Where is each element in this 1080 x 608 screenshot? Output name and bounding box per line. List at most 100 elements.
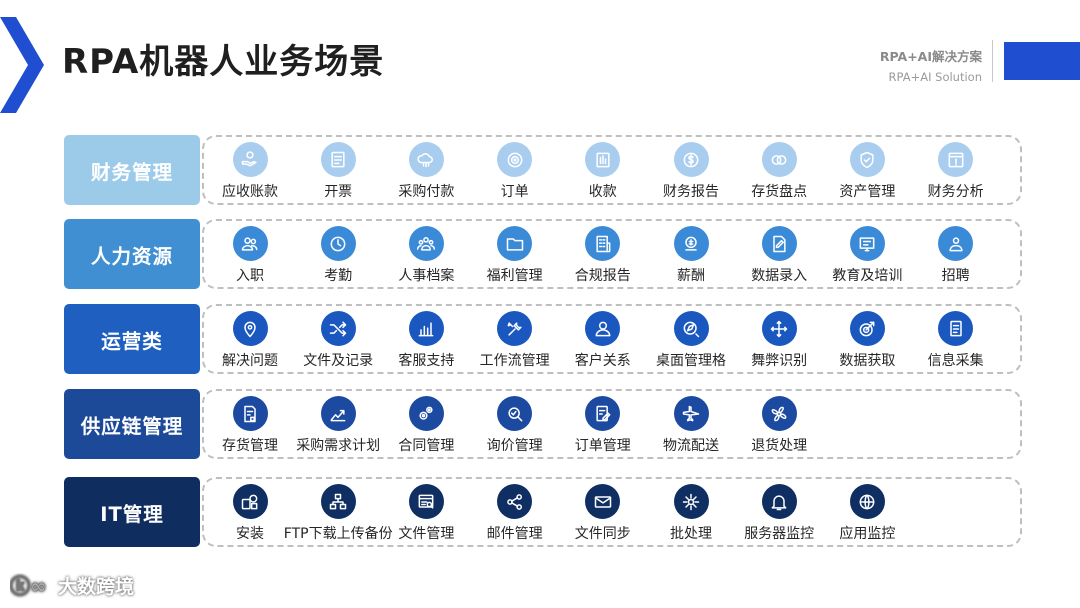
target-arrow-icon <box>849 311 885 346</box>
scenario-item: 桌面管理格 <box>647 311 735 371</box>
scenario-item: 招聘 <box>912 226 1000 286</box>
scenario-row: IT管理 安装 FTP下载上传备份 文件管理 邮件管理 文件同步 批处理 服务器监控 应用监控 <box>64 477 1022 547</box>
search-icon <box>497 396 533 431</box>
scenario-item: 收款 <box>559 142 647 202</box>
bell-icon <box>761 484 797 519</box>
chevron-arrow-icon <box>0 17 44 113</box>
scenario-item: 数据获取 <box>823 311 911 371</box>
scenario-item-label: 批处理 <box>670 526 712 542</box>
scenario-item: 客户关系 <box>559 311 647 371</box>
airplane-icon <box>673 396 709 431</box>
scenario-item-label: 邮件管理 <box>486 526 543 542</box>
scenario-item-label: 安装 <box>236 526 264 542</box>
gears-icon <box>408 396 444 431</box>
scenario-item: 订单管理 <box>559 396 647 456</box>
report-icon <box>938 142 974 177</box>
scenario-item: 退货处理 <box>735 396 823 456</box>
scenario-item-label: 入职 <box>236 268 264 284</box>
scenario-item: 安装 <box>206 484 294 544</box>
scenario-row: 人力资源 入职 考勤 人事档案 福利管理 合规报告 薪酬 数据录入 教育及培训 招聘 <box>64 219 1022 289</box>
scenario-item-label: 教育及培训 <box>832 268 903 284</box>
scenario-item: 邮件管理 <box>471 484 559 544</box>
brand-cn: RPA+AI解决方案 <box>879 49 982 64</box>
scenario-item-label: 采购需求计划 <box>296 438 381 454</box>
scenario-item-label: 人事档案 <box>398 268 455 284</box>
inventory-icon <box>232 396 268 431</box>
scenario-item: 教育及培训 <box>823 226 911 286</box>
scenario-item: 询价管理 <box>471 396 559 456</box>
page-title: RPA机器人业务场景 <box>62 42 385 82</box>
scenario-item: 应收账款 <box>206 142 294 202</box>
scenario-item: 开票 <box>294 142 382 202</box>
scenario-item: 服务器监控 <box>735 484 823 544</box>
fan-icon <box>761 396 797 431</box>
category-label: IT管理 <box>64 477 200 547</box>
scenario-item-label: 服务器监控 <box>744 526 815 542</box>
scenario-item: 订单 <box>471 142 559 202</box>
brand-divider <box>992 40 993 82</box>
building-icon <box>585 226 621 261</box>
rings-icon <box>761 142 797 177</box>
scenario-items-box <box>202 219 1022 289</box>
scenario-item-label: 文件同步 <box>574 526 631 542</box>
tools-icon <box>497 311 533 346</box>
scenario-row: 供应链管理存货管理 采购需求计划 合同管理 询价管理 订单管理 物流配送 退货处理 <box>64 389 1022 459</box>
scenario-item-label: 信息采集 <box>927 353 984 369</box>
scenario-item-label: 数据获取 <box>839 353 896 369</box>
scenario-item-label: 财务报告 <box>663 184 719 200</box>
scenario-item-label: 存货管理 <box>222 438 278 454</box>
scenario-item-label: 桌面管理格 <box>656 353 726 369</box>
users-icon <box>232 226 268 261</box>
category-label: 供应链管理 <box>64 389 200 459</box>
share-icon <box>497 484 533 519</box>
scenario-item-label: 应用监控 <box>839 526 896 542</box>
hand-coin-icon <box>232 142 268 177</box>
person-icon <box>585 311 621 346</box>
scenario-item-label: 合同管理 <box>398 438 455 454</box>
scenario-item: 入职 <box>206 226 294 286</box>
bar-chart-icon <box>408 311 444 346</box>
scenario-item: 批处理 <box>647 484 735 544</box>
scenario-item: 文件同步 <box>559 484 647 544</box>
dollar-coin-icon <box>673 142 709 177</box>
scenario-item: 存货管理 <box>206 396 294 456</box>
scenario-item-label: 询价管理 <box>486 438 543 454</box>
scenario-item: 财务报告 <box>647 142 735 202</box>
scenario-item-label: 采购付款 <box>398 184 455 200</box>
scenario-item-label: 数据录入 <box>751 268 808 284</box>
scenario-item-label: 物流配送 <box>663 438 719 454</box>
watermark-logo-icon: ⓚ∞ <box>10 573 47 598</box>
edit-doc-icon <box>761 226 797 261</box>
scenario-item-label: 薪酬 <box>677 268 705 284</box>
scenario-row: 财务管理 应收账款 开票 采购付款 订单 收款 财务报告 存货盘点 资产管理 财务分析 <box>64 135 1022 205</box>
scenario-item: 物流配送 <box>647 396 735 456</box>
scenario-items-box <box>202 389 1022 459</box>
scenario-item-label: 订单管理 <box>574 438 631 454</box>
scenario-item: 合同管理 <box>382 396 470 456</box>
training-icon <box>849 226 885 261</box>
location-pin-icon <box>232 311 268 346</box>
scenario-item: 福利管理 <box>471 226 559 286</box>
scenario-item-label: 文件及记录 <box>303 353 374 369</box>
scenario-items-box <box>202 135 1022 205</box>
scenario-item-label: 解决问题 <box>222 353 278 369</box>
scenario-item-label: 福利管理 <box>486 268 543 284</box>
invoice-icon <box>320 142 356 177</box>
scenario-item-label: 客户关系 <box>574 353 631 369</box>
document-icon <box>938 311 974 346</box>
category-label: 运营类 <box>64 304 200 374</box>
brand-accent-bar <box>1004 42 1080 80</box>
scenario-item-label: 工作流管理 <box>479 353 550 369</box>
shuffle-icon <box>320 311 356 346</box>
brand-block: RPA+AI解决方案 RPA+AI Solution <box>880 46 982 84</box>
scenario-item: 数据录入 <box>735 226 823 286</box>
scenario-item-label: 订单 <box>500 184 529 200</box>
watermark-text: 大数跨境 <box>58 576 135 598</box>
file-search-icon <box>408 484 444 519</box>
scenario-item-label: FTP下载上传备份 <box>283 526 393 542</box>
cloud-payment-icon <box>408 142 444 177</box>
scenario-items-box <box>202 304 1022 374</box>
scenario-item: FTP下载上传备份 <box>284 484 393 544</box>
scenario-item: 文件及记录 <box>294 311 382 371</box>
scenario-item-label: 财务分析 <box>927 184 984 200</box>
